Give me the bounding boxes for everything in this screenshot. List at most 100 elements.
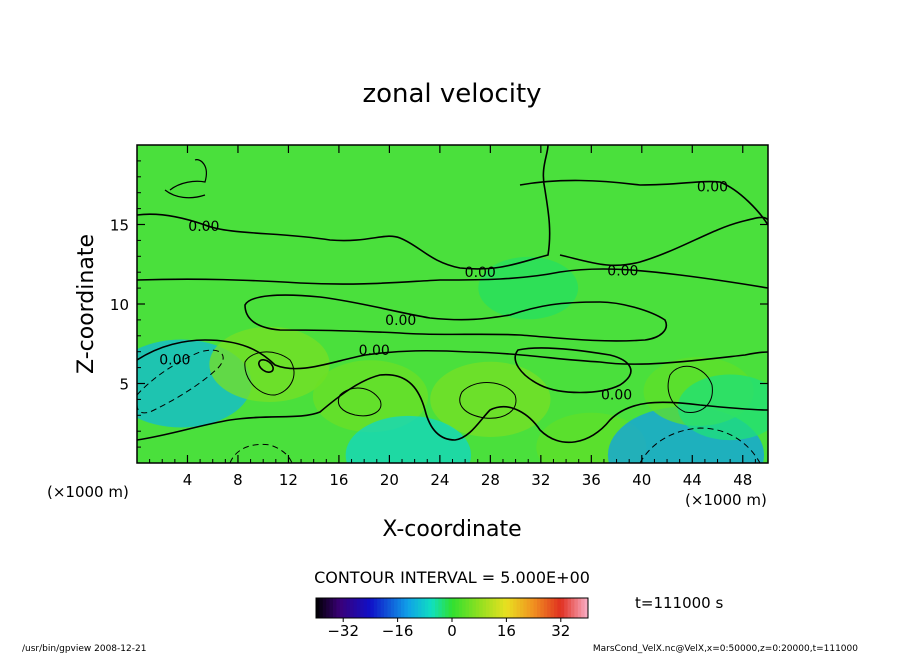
colorbar-cell	[540, 598, 545, 618]
colorbar-cell	[526, 598, 531, 618]
contour-label: 0.00	[601, 388, 632, 404]
x-tick-label: 20	[380, 471, 399, 489]
colorbar-cell	[448, 598, 453, 618]
colorbar-cell	[530, 598, 534, 618]
y-tick-label: 10	[110, 296, 129, 314]
colorbar-cell	[509, 598, 514, 618]
colorbar-cell	[343, 598, 347, 618]
contour-zero-lowest	[137, 374, 768, 444]
velocity-field	[137, 145, 768, 463]
x-tick-label: 40	[632, 471, 651, 489]
colorbar-cell	[360, 598, 364, 618]
x-axis-unit-right: (×1000 m)	[685, 491, 767, 509]
colorbar-cell	[554, 598, 558, 618]
colorbar-cell	[353, 598, 358, 618]
colorbar-cell	[584, 598, 589, 618]
y-tick-label: 15	[110, 217, 129, 235]
colorbar-cell	[486, 598, 490, 618]
colorbar-cell	[435, 598, 439, 618]
colorbar-cell	[428, 598, 432, 618]
colorbar-tick-label: 32	[551, 622, 570, 640]
contour-zero-pocket	[514, 347, 632, 394]
contour-zero-lower	[137, 339, 768, 370]
colorbar-cell	[520, 598, 524, 618]
x-tick-label: 12	[279, 471, 298, 489]
colorbar-cell	[547, 598, 551, 618]
contour-dashed-bottom	[639, 427, 761, 463]
contour-lines	[137, 145, 768, 463]
colorbar-cell	[424, 598, 429, 618]
y-axis-ticks: 5 10 15	[110, 160, 768, 448]
colorbar-cell	[489, 598, 494, 618]
colorbar-cell	[574, 598, 579, 618]
chart-title: zonal velocity	[362, 79, 541, 109]
colorbar-cell	[475, 598, 480, 618]
colorbar-cell	[516, 598, 521, 618]
field-patch	[312, 360, 429, 433]
colorbar-cell	[339, 598, 344, 618]
colorbar-cell	[581, 598, 585, 618]
contour-positive-blob-4	[667, 365, 713, 414]
colorbar-cell	[326, 598, 330, 618]
colorbar-cell	[316, 598, 320, 618]
field-patch	[430, 361, 551, 437]
colorbar-cell	[390, 598, 395, 618]
y-axis-label: Z-coordinate	[74, 234, 99, 374]
contour-label: 0.00	[159, 353, 190, 369]
colorbar-cell	[333, 598, 337, 618]
contour-label: 0.00	[697, 179, 728, 195]
contour-zero-upper-right	[519, 179, 768, 226]
colorbar-cell	[571, 598, 575, 618]
colorbar-cell	[472, 598, 477, 618]
colorbar-cell	[414, 598, 419, 618]
colorbar-cell	[387, 598, 392, 618]
colorbar-cell	[356, 598, 361, 618]
colorbar-cell	[322, 598, 327, 618]
colorbar-cell	[479, 598, 483, 618]
colorbar-cell	[401, 598, 405, 618]
colorbar-cell	[384, 598, 388, 618]
colorbar-cell	[397, 598, 402, 618]
x-axis-label: X-coordinate	[382, 517, 521, 542]
contour-zero-island	[244, 294, 667, 342]
colorbar-cell	[431, 598, 436, 618]
x-axis-ticks: 4 8 12 16 20 24 28 32 36 40 44 48	[149, 145, 756, 489]
colorbar-cell	[523, 598, 528, 618]
colorbar-cell	[462, 598, 466, 618]
x-tick-label: 28	[481, 471, 500, 489]
colorbar-cell	[499, 598, 504, 618]
colorbar-cell	[380, 598, 385, 618]
colorbar-cell	[363, 598, 368, 618]
colorbar-cell	[367, 598, 371, 618]
colorbar-cell	[469, 598, 473, 618]
colorbar-cell	[404, 598, 409, 618]
colorbar-cell	[373, 598, 378, 618]
colorbar-cell	[506, 598, 511, 618]
colorbar-cell	[465, 598, 470, 618]
colorbar-cell	[452, 598, 456, 618]
colorbar-cell	[503, 598, 507, 618]
contour-top-left-wisp	[164, 159, 207, 199]
contour-positive-blob-3	[459, 382, 517, 419]
colorbar-cell	[550, 598, 555, 618]
contour-label: 0.00	[359, 343, 390, 359]
x-tick-label: 16	[329, 471, 348, 489]
colorbar-cell	[458, 598, 463, 618]
colorbar: −32 −16 0 16 32	[315, 597, 589, 640]
colorbar-cell	[370, 598, 375, 618]
colorbar-cell	[377, 598, 381, 618]
contour-dashed-bottom-mid	[229, 443, 293, 463]
colorbar-cell	[577, 598, 582, 618]
colorbar-cell	[564, 598, 568, 618]
x-tick-label: 44	[683, 471, 702, 489]
contour-zero-upper	[137, 145, 551, 270]
contour-positive-blob-1	[244, 351, 295, 396]
time-label: t=111000 s	[635, 594, 723, 612]
colorbar-cell	[407, 598, 412, 618]
x-tick-label: 32	[531, 471, 550, 489]
colorbar-cell	[533, 598, 538, 618]
colorbar-cell	[421, 598, 426, 618]
footer-left: /usr/bin/gpview 2008-12-21	[22, 644, 146, 654]
contour-zero-middle-right	[559, 216, 768, 267]
